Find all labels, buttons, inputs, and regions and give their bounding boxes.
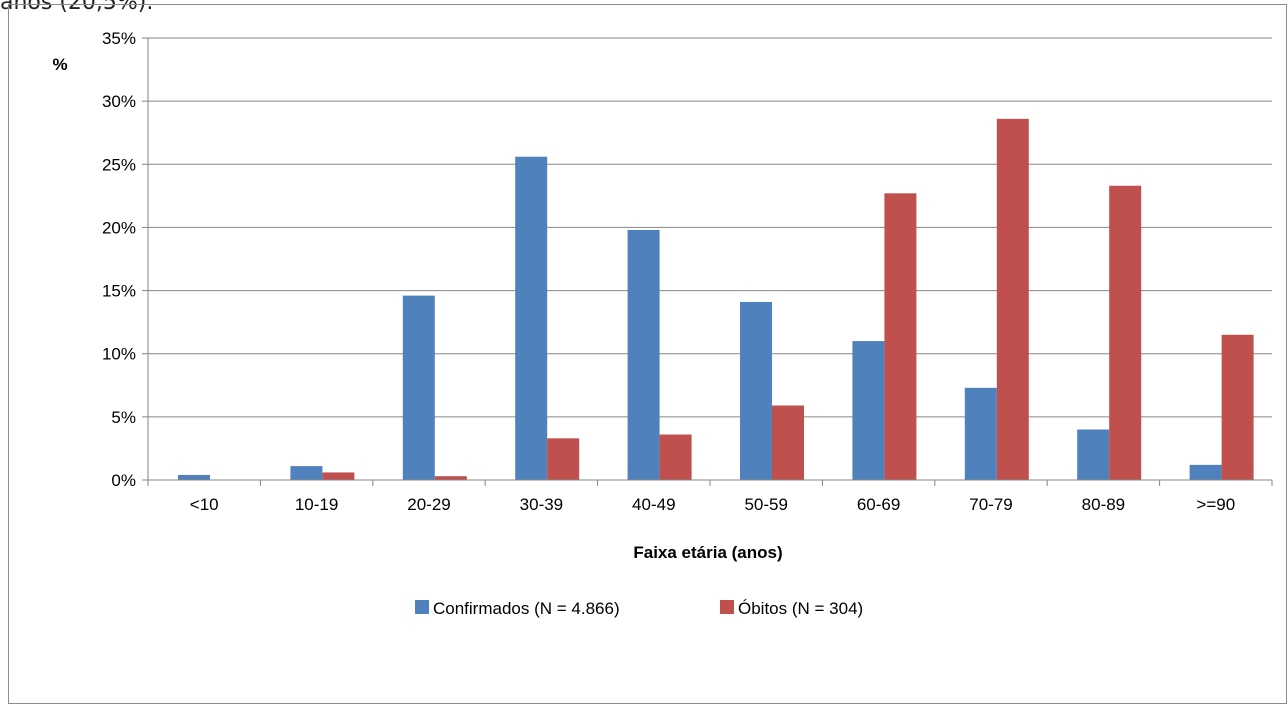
x-tick-label: 20-29 bbox=[407, 495, 450, 514]
bar-confirmados bbox=[1077, 429, 1110, 480]
legend-swatch-obitos bbox=[720, 600, 734, 614]
y-tick-label: 5% bbox=[111, 408, 136, 427]
x-tick-label: <10 bbox=[190, 495, 219, 514]
legend-label-obitos: Óbitos (N = 304) bbox=[738, 599, 863, 618]
legend: Confirmados (N = 4.866) Óbitos (N = 304) bbox=[415, 599, 863, 618]
bar-obitos bbox=[1221, 334, 1254, 480]
y-tick-label: 10% bbox=[102, 345, 136, 364]
x-tick-label: 10-19 bbox=[295, 495, 338, 514]
bar-obitos bbox=[322, 472, 355, 480]
y-tick-label: 20% bbox=[102, 218, 136, 237]
y-tick-label: 15% bbox=[102, 282, 136, 301]
bar-confirmados bbox=[852, 341, 885, 480]
bar-obitos bbox=[659, 434, 692, 480]
bar-obitos bbox=[772, 405, 804, 480]
bar-confirmados bbox=[627, 229, 660, 480]
y-tick-label: 30% bbox=[102, 92, 136, 111]
bar-confirmados bbox=[402, 295, 435, 480]
bar-confirmados bbox=[964, 387, 997, 480]
y-tick-label: 25% bbox=[102, 155, 136, 174]
x-tick-label: 50-59 bbox=[744, 495, 787, 514]
x-tick-label: 80-89 bbox=[1082, 495, 1125, 514]
caption-fragment: anos (20,5%). bbox=[0, 0, 154, 15]
legend-swatch-confirmados bbox=[415, 600, 429, 614]
bar-confirmados bbox=[740, 301, 772, 480]
y-tick-label: 0% bbox=[111, 471, 136, 490]
bar-obitos bbox=[434, 476, 467, 480]
y-tick-label: 35% bbox=[102, 29, 136, 48]
axes: 0% 5% 10% 15% 20% 25% 30% 35% <10 10-19 20-29 30-39… bbox=[102, 29, 1273, 514]
x-tick-label: 70-79 bbox=[969, 495, 1012, 514]
bar-confirmados bbox=[178, 474, 210, 480]
bar-obitos bbox=[547, 438, 580, 480]
bars bbox=[178, 118, 1254, 481]
bar-obitos bbox=[884, 193, 917, 480]
bar-chart: 0% 5% 10% 15% 20% 25% 30% 35% <10 10-19 20-29 30-39… bbox=[52, 29, 1273, 618]
bar-confirmados bbox=[515, 156, 548, 481]
bar-confirmados bbox=[1189, 464, 1222, 480]
x-tick-label: 40-49 bbox=[632, 495, 675, 514]
bar-obitos bbox=[1109, 185, 1142, 481]
x-tick-label: >=90 bbox=[1196, 495, 1235, 514]
x-tick-label: 60-69 bbox=[857, 495, 900, 514]
legend-label-confirmados: Confirmados (N = 4.866) bbox=[433, 599, 620, 618]
x-axis-title: Faixa etária (anos) bbox=[633, 543, 782, 562]
y-axis-title: % bbox=[52, 55, 67, 74]
bar-confirmados bbox=[290, 466, 323, 480]
bar-obitos bbox=[996, 118, 1029, 480]
gridlines bbox=[148, 37, 1272, 418]
x-tick-label: 30-39 bbox=[520, 495, 563, 514]
